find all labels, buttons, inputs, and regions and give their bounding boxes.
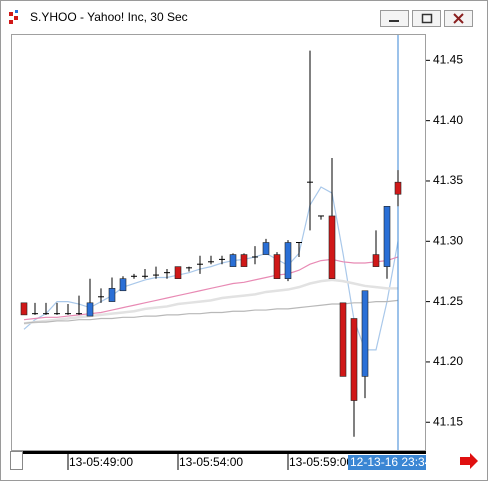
chart: 41.15 41.20 41.25 41.30 41.35 41.40 41.45 13-05… [20, 35, 463, 470]
candle-body [328, 215, 336, 279]
x-axis-line [22, 451, 426, 454]
app-icon [9, 10, 18, 24]
y-tick-label: 41.40 [433, 113, 463, 127]
candle-body [339, 302, 347, 377]
candle-body [86, 302, 94, 317]
cursor-label: 12-13-16 23:34:00 [350, 455, 448, 469]
y-tick-label: 41.45 [433, 53, 463, 67]
cursor-label-bg [348, 455, 426, 470]
candle-body [119, 278, 127, 292]
candle-body [262, 242, 270, 255]
maximize-button[interactable] [412, 10, 441, 27]
window-title: S.YHOO - Yahoo! Inc, 30 Sec [30, 10, 188, 24]
candle-body [108, 288, 116, 302]
candle-body [383, 206, 391, 267]
y-tick-label: 41.35 [433, 173, 463, 187]
scroll-right-arrow[interactable] [460, 453, 478, 469]
x-tick-label: 13-05:59:00 [289, 455, 353, 469]
y-tick-label: 41.30 [433, 233, 463, 247]
candle-body [229, 254, 237, 267]
moving-average-line [23, 186, 399, 351]
y-tick-label: 41.25 [433, 294, 463, 308]
y-tick-label: 41.20 [433, 354, 463, 368]
candle-body [284, 242, 292, 279]
scroll-box[interactable] [10, 451, 23, 470]
candle-body [273, 254, 281, 279]
candle-body [394, 181, 402, 195]
y-tick-label: 41.15 [433, 414, 463, 428]
x-tick-label: 13-05:54:00 [179, 455, 243, 469]
x-tick-label: 13-05:49:00 [69, 455, 133, 469]
close-button[interactable] [444, 10, 473, 27]
plot-area [11, 34, 426, 451]
candle-body [350, 318, 358, 401]
candle-body [20, 302, 28, 316]
moving-average-line [23, 256, 399, 321]
candle-body [174, 266, 182, 279]
candle-body [372, 254, 380, 267]
moving-average-line [23, 299, 399, 324]
moving-average-line [23, 278, 398, 325]
candle-body [240, 254, 248, 267]
minimize-button[interactable] [380, 10, 409, 27]
candle-body [361, 290, 369, 377]
